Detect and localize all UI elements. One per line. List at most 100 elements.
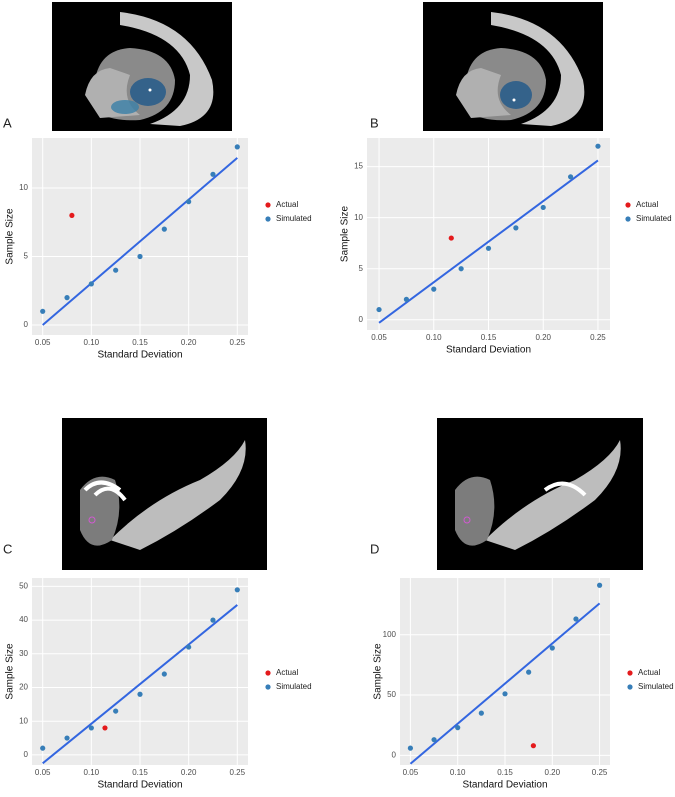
x-tick-label: 0.20 (181, 768, 197, 777)
x-tick-label: 0.15 (481, 333, 497, 342)
y-tick-label: 30 (19, 649, 28, 658)
data-point (596, 582, 603, 588)
data-point (186, 644, 192, 650)
x-tick-label: 0.25 (592, 768, 608, 777)
legend-key (265, 670, 271, 676)
data-point (448, 235, 454, 241)
data-point (210, 617, 216, 623)
x-tick-label: 0.15 (497, 768, 513, 777)
data-point (88, 725, 94, 731)
fit-line (42, 157, 238, 326)
data-point (540, 204, 546, 211)
data-point (431, 286, 437, 292)
data-point (137, 691, 143, 697)
x-tick-label: 0.10 (450, 768, 466, 777)
x-tick-label: 0.25 (230, 338, 246, 347)
y-tick-label: 10 (354, 213, 363, 222)
data-point (64, 295, 70, 301)
legend-key (627, 670, 633, 676)
y-tick-label: 20 (19, 683, 28, 692)
data-point (64, 735, 70, 741)
data-point (502, 691, 508, 697)
y-tick-label: 5 (359, 264, 364, 273)
y-tick-label: 15 (354, 162, 363, 171)
brain-image-c (62, 418, 267, 570)
data-point (137, 253, 143, 260)
data-point (485, 245, 492, 251)
brain-image-a (52, 2, 232, 131)
y-axis-title: Sample Size (5, 643, 16, 700)
data-point (186, 199, 192, 205)
legend-key (265, 216, 271, 222)
data-point (113, 267, 119, 273)
fit-line (409, 602, 601, 765)
panel-label: D (370, 541, 379, 556)
y-tick-label: 50 (19, 582, 28, 591)
x-tick-label: 0.05 (35, 338, 51, 347)
data-point (376, 306, 382, 313)
fit-line (378, 159, 599, 324)
data-point (526, 669, 532, 675)
y-axis-title: Sample Size (340, 205, 351, 262)
legend-key (627, 684, 633, 690)
y-tick-label: 0 (392, 750, 397, 759)
data-point (573, 616, 579, 622)
x-axis-title: Standard Deviation (97, 780, 182, 791)
data-point (567, 174, 574, 180)
x-tick-label: 0.10 (84, 768, 100, 777)
y-tick-label: 50 (387, 690, 396, 699)
panel-label: A (3, 115, 12, 130)
data-point (234, 144, 240, 150)
x-tick-label: 0.20 (545, 768, 561, 777)
legend-label: Simulated (276, 214, 312, 223)
y-axis-title: Sample Size (373, 643, 384, 700)
panel-label: B (370, 115, 379, 130)
x-tick-label: 0.15 (132, 338, 148, 347)
y-tick-label: 0 (24, 320, 29, 329)
data-point (431, 737, 437, 743)
data-point (234, 587, 240, 593)
x-axis-title: Standard Deviation (462, 780, 547, 791)
legend-key (625, 216, 631, 222)
data-point (161, 671, 167, 677)
data-point (40, 308, 46, 314)
y-axis-title: Sample Size (5, 208, 16, 265)
data-point (478, 710, 484, 716)
data-point (40, 745, 46, 751)
x-tick-label: 0.05 (403, 768, 419, 777)
x-axis-title: Standard Deviation (97, 350, 182, 361)
x-tick-label: 0.05 (371, 333, 387, 342)
data-point (458, 266, 464, 272)
legend-label: Actual (276, 200, 298, 209)
y-tick-label: 0 (359, 315, 364, 324)
y-tick-label: 40 (19, 615, 28, 624)
data-point (113, 708, 119, 714)
data-point (407, 745, 414, 751)
data-point (513, 225, 519, 231)
legend-label: Actual (636, 200, 658, 209)
data-point (455, 725, 461, 731)
data-point (530, 743, 536, 749)
legend-label: Simulated (638, 682, 674, 691)
brain-image-d (437, 418, 643, 570)
y-tick-label: 100 (383, 630, 397, 639)
x-tick-label: 0.20 (181, 338, 197, 347)
y-tick-label: 5 (24, 252, 29, 261)
data-point (549, 645, 555, 651)
legend-key (265, 684, 271, 690)
data-point (69, 212, 75, 219)
data-point (595, 143, 601, 149)
data-point (102, 725, 108, 731)
data-point (210, 171, 216, 177)
x-tick-label: 0.25 (230, 768, 246, 777)
x-tick-label: 0.05 (35, 768, 51, 777)
x-tick-label: 0.20 (535, 333, 551, 342)
fit-line (42, 604, 238, 765)
brain-image-b (423, 2, 603, 131)
data-point (403, 296, 410, 302)
legend-key (265, 202, 271, 208)
y-tick-label: 10 (19, 716, 28, 725)
data-point (161, 226, 167, 232)
y-tick-label: 0 (24, 750, 29, 759)
